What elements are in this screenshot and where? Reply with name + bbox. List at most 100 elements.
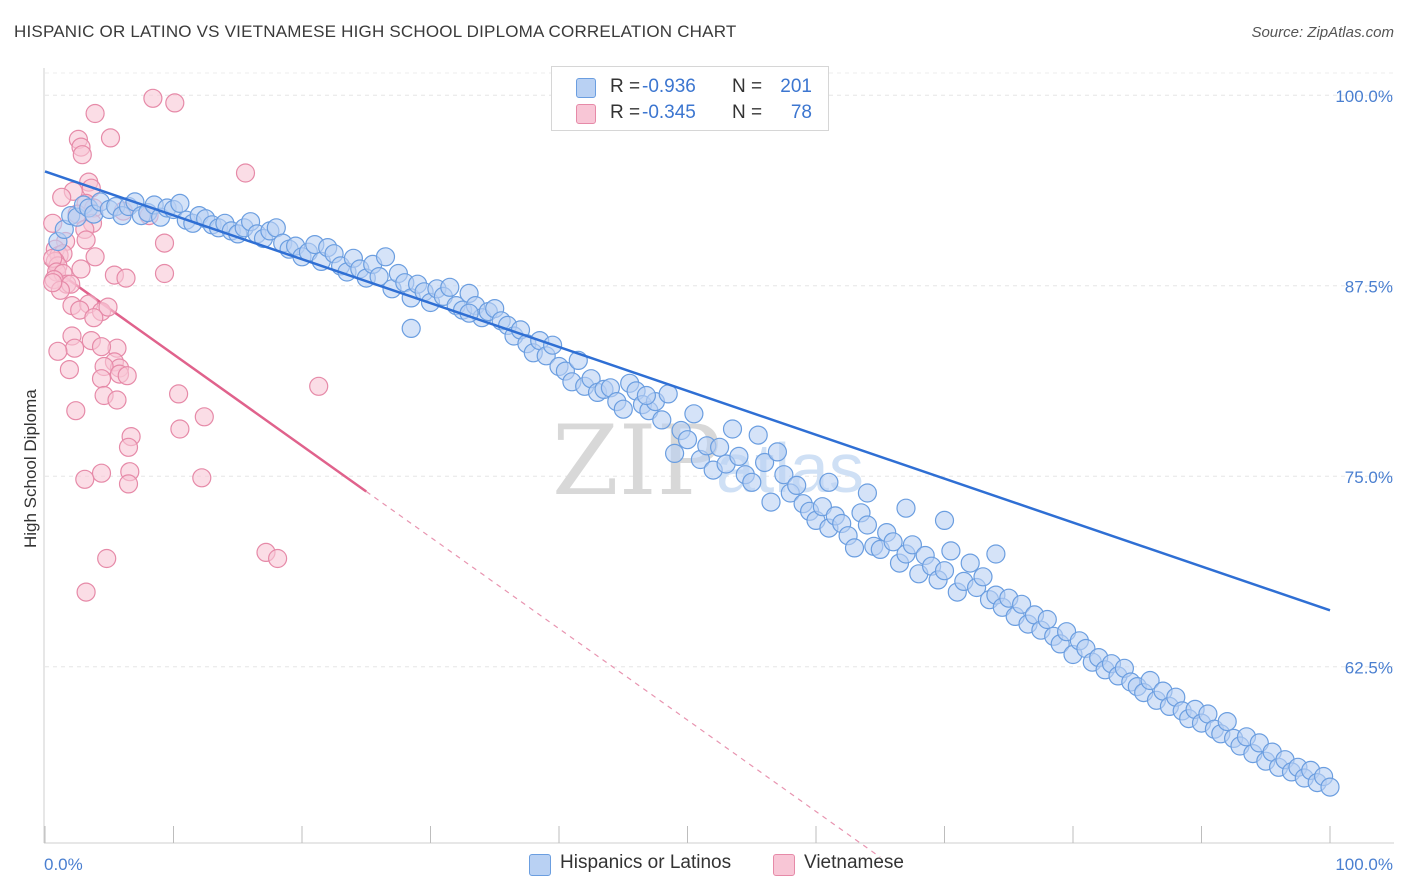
hispanic-point — [664, 443, 685, 463]
hispanic-point — [1011, 594, 1032, 614]
vietnamese-point — [84, 308, 104, 328]
legend-r-value: -0.936 — [642, 76, 696, 97]
vietnamese-point — [235, 163, 256, 183]
hispanic-point — [748, 425, 768, 445]
hispanic-point — [819, 472, 839, 492]
legend-r-label: R = — [610, 76, 641, 97]
bottom-legend-label: Hispanics or Latinos — [560, 852, 732, 873]
hispanic-point — [729, 446, 749, 466]
vietnamese-point — [117, 366, 137, 386]
hispanic-point — [401, 318, 421, 338]
vietnamese-points — [43, 88, 329, 602]
hispanic-point — [857, 483, 878, 503]
vietnamese-point — [165, 93, 185, 113]
vietnamese-point — [143, 88, 163, 108]
x-tick-labels: 0.0% 100.0% — [44, 855, 1393, 874]
legend-swatch-hispanic — [576, 78, 596, 98]
hispanic-point — [883, 532, 903, 552]
vietnamese-point — [192, 468, 212, 488]
hispanic-points — [48, 192, 1340, 797]
hispanic-point — [941, 541, 961, 561]
vietnamese-point — [98, 297, 118, 317]
vietnamese-point — [72, 145, 92, 165]
vietnamese-point — [91, 463, 112, 483]
hispanic-point — [767, 442, 788, 462]
y-tick-label: 62.5% — [1345, 659, 1393, 678]
y-tick-label: 100.0% — [1335, 87, 1393, 106]
vietnamese-point — [118, 474, 139, 494]
hispanic-point — [960, 553, 980, 573]
vietnamese-point — [76, 230, 96, 250]
vietnamese-point — [97, 548, 117, 569]
vietnamese-trend-extension — [365, 490, 881, 858]
hispanic-point — [722, 419, 743, 439]
hispanic-point — [812, 497, 833, 517]
hispanic-point — [1249, 733, 1269, 753]
hispanic-point — [684, 404, 704, 424]
bottom-legend-swatch-hispanic — [529, 854, 551, 876]
legend-r-value: -0.345 — [642, 102, 696, 123]
vietnamese-point — [154, 233, 175, 253]
vietnamese-point — [76, 582, 96, 602]
hispanic-point — [677, 430, 698, 450]
x-tick-label: 100.0% — [1335, 855, 1393, 874]
hispanic-point — [742, 472, 762, 492]
hispanic-point — [774, 465, 794, 485]
hispanic-point — [709, 437, 730, 457]
vietnamese-point — [194, 407, 214, 427]
hispanic-trend-line — [44, 170, 1331, 612]
vietnamese-point — [91, 369, 112, 389]
hispanic-point — [613, 399, 633, 419]
vietnamese-point — [59, 360, 80, 380]
vietnamese-point — [169, 384, 189, 404]
vietnamese-point — [48, 341, 68, 361]
bottom-legend-swatch-vietnamese — [773, 854, 795, 876]
vietnamese-point — [309, 376, 329, 396]
hispanic-point — [934, 510, 955, 531]
vietnamese-point — [66, 401, 86, 421]
legend-swatch-vietnamese — [576, 104, 596, 124]
correlation-legend: R = -0.936 N = 201 R = -0.345 N = 78 — [551, 66, 829, 131]
vietnamese-point — [107, 390, 127, 410]
vietnamese-point — [85, 103, 105, 124]
hispanic-point — [986, 544, 1006, 564]
hispanic-point — [652, 410, 672, 430]
legend-n-value: 78 — [790, 102, 812, 123]
vietnamese-point — [170, 419, 190, 439]
legend-n-label: N = — [732, 102, 763, 123]
vietnamese-trend — [44, 261, 367, 493]
source-credit: Source: ZipAtlas.com — [1251, 24, 1394, 41]
y-tick-label: 75.0% — [1345, 468, 1393, 487]
hispanic-point — [857, 515, 878, 535]
y-axis-title: High School Diploma — [21, 389, 40, 548]
vietnamese-point — [100, 128, 121, 148]
hispanic-point — [1320, 777, 1340, 797]
bottom-legend-label: Vietnamese — [804, 852, 904, 873]
hispanic-point — [1217, 711, 1237, 732]
vietnamese-point — [85, 247, 105, 267]
gridlines — [45, 72, 1394, 668]
y-tick-labels: 62.5% 75.0% 87.5% 100.0% — [1335, 87, 1393, 678]
legend-n-value: 201 — [780, 76, 812, 97]
hispanic-point — [636, 385, 657, 406]
hispanic-point — [761, 492, 781, 512]
hispanic-point — [844, 538, 865, 558]
legend-r-label: R = — [610, 102, 641, 123]
hispanic-point — [440, 277, 460, 297]
vietnamese-trend-line — [44, 261, 881, 858]
hispanic-point — [973, 567, 993, 587]
hispanic-point — [375, 247, 396, 267]
vietnamese-point — [52, 187, 72, 207]
hispanic-point — [896, 498, 916, 518]
hispanic-trend — [44, 170, 1331, 612]
hispanic-point — [902, 535, 923, 555]
vietnamese-point — [116, 268, 136, 288]
hispanic-point — [754, 452, 775, 473]
vietnamese-point — [91, 337, 112, 357]
vietnamese-point — [154, 263, 175, 284]
x-tick-label: 0.0% — [44, 855, 83, 874]
vietnamese-point — [118, 437, 139, 457]
chart-title: HISPANIC OR LATINO VS VIETNAMESE HIGH SC… — [14, 22, 737, 41]
vietnamese-point — [268, 548, 288, 569]
